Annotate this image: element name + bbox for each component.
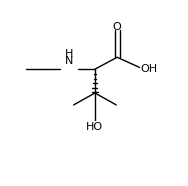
Text: N: N [65,57,73,66]
Text: HO: HO [86,122,103,132]
Text: OH: OH [141,64,158,74]
Text: H: H [65,49,73,59]
Text: O: O [113,22,121,32]
